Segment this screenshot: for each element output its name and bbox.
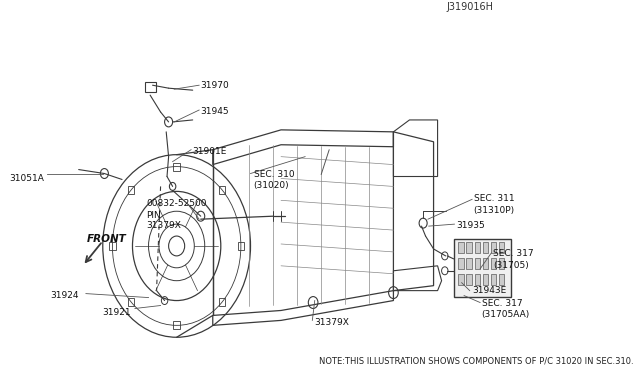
Text: SEC. 310: SEC. 310 <box>253 170 294 179</box>
Bar <box>173 163 180 170</box>
Bar <box>458 274 464 285</box>
Text: 31901E: 31901E <box>193 147 227 156</box>
Bar <box>491 258 496 269</box>
Bar <box>467 258 472 269</box>
Bar <box>474 258 480 269</box>
Bar <box>483 274 488 285</box>
Text: (31310P): (31310P) <box>474 206 515 215</box>
Text: J319016H: J319016H <box>446 2 493 12</box>
Bar <box>128 298 134 306</box>
Bar <box>219 298 225 306</box>
Bar <box>454 239 511 296</box>
Bar <box>145 82 156 92</box>
Text: (31020): (31020) <box>253 182 289 190</box>
Text: (31705AA): (31705AA) <box>482 311 530 320</box>
Text: SEC. 317: SEC. 317 <box>493 249 534 258</box>
Text: 31379X: 31379X <box>146 221 181 230</box>
Text: PIN: PIN <box>146 211 161 220</box>
Text: 00832-52500: 00832-52500 <box>146 199 207 208</box>
Bar <box>491 242 496 253</box>
Text: SEC. 317: SEC. 317 <box>482 299 522 308</box>
Bar <box>499 242 504 253</box>
Bar <box>483 242 488 253</box>
Bar <box>499 258 504 269</box>
Bar <box>474 242 480 253</box>
Text: 31943E: 31943E <box>472 286 506 295</box>
Text: 31945: 31945 <box>201 107 229 116</box>
Bar <box>237 242 244 250</box>
Text: 31970: 31970 <box>201 81 230 90</box>
Bar <box>467 242 472 253</box>
Text: 31935: 31935 <box>456 221 484 230</box>
Bar <box>467 274 472 285</box>
Text: 31924: 31924 <box>51 291 79 299</box>
Text: 31051A: 31051A <box>10 173 45 183</box>
Text: 31379X: 31379X <box>314 318 349 327</box>
Text: FRONT: FRONT <box>86 234 127 244</box>
Text: NOTE:THIS ILLUSTRATION SHOWS COMPONENTS OF P/C 31020 IN SEC.310.: NOTE:THIS ILLUSTRATION SHOWS COMPONENTS … <box>319 356 633 366</box>
Text: SEC. 311: SEC. 311 <box>474 194 515 203</box>
Bar <box>219 186 225 194</box>
Text: 31921: 31921 <box>102 308 131 317</box>
Bar <box>499 274 504 285</box>
Bar <box>173 321 180 329</box>
Bar <box>483 258 488 269</box>
Text: (31705): (31705) <box>493 261 529 270</box>
Bar <box>491 274 496 285</box>
Bar <box>109 242 116 250</box>
Bar <box>458 242 464 253</box>
Bar <box>474 274 480 285</box>
Bar <box>458 258 464 269</box>
Bar <box>128 186 134 194</box>
